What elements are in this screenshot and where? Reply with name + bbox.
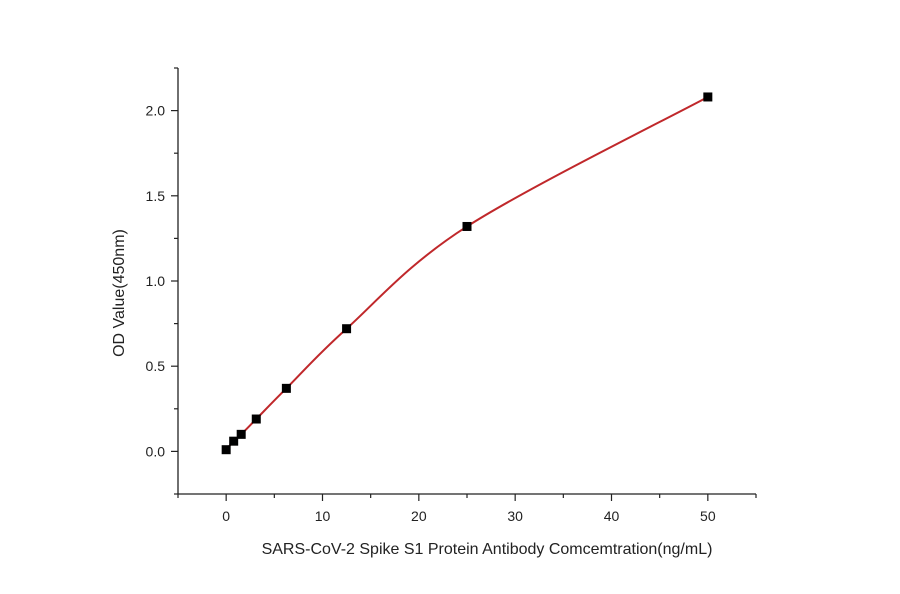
x-tick-label: 10 xyxy=(315,508,331,524)
y-tick-label: 1.5 xyxy=(146,188,166,204)
y-tick-label: 1.0 xyxy=(146,273,166,289)
x-tick-label: 20 xyxy=(411,508,427,524)
y-axis-ticks: 0.0 0.5 1.0 1.5 2.0 xyxy=(146,67,178,495)
y-tick-label: 2.0 xyxy=(146,103,166,119)
data-point xyxy=(229,436,239,446)
data-point xyxy=(342,324,352,334)
y-tick-label: 0.5 xyxy=(146,358,166,374)
x-tick-label: 50 xyxy=(700,508,716,524)
x-axis-title: SARS-CoV-2 Spike S1 Protein Antibody Com… xyxy=(262,541,713,558)
data-point xyxy=(281,383,291,393)
x-tick-label: 30 xyxy=(507,508,523,524)
x-tick-label: 0 xyxy=(222,508,230,524)
data-point xyxy=(251,414,261,424)
fit-curve xyxy=(225,96,709,451)
x-axis-ticks: 0 10 20 30 40 50 xyxy=(177,494,757,524)
y-tick-label: 0.0 xyxy=(146,443,166,459)
data-point xyxy=(462,221,472,231)
data-point xyxy=(236,429,246,439)
data-points xyxy=(221,92,713,455)
data-point xyxy=(221,445,231,455)
data-point xyxy=(703,92,713,102)
x-tick-label: 40 xyxy=(604,508,620,524)
y-axis-title: OD Value(450nm) xyxy=(111,229,128,357)
